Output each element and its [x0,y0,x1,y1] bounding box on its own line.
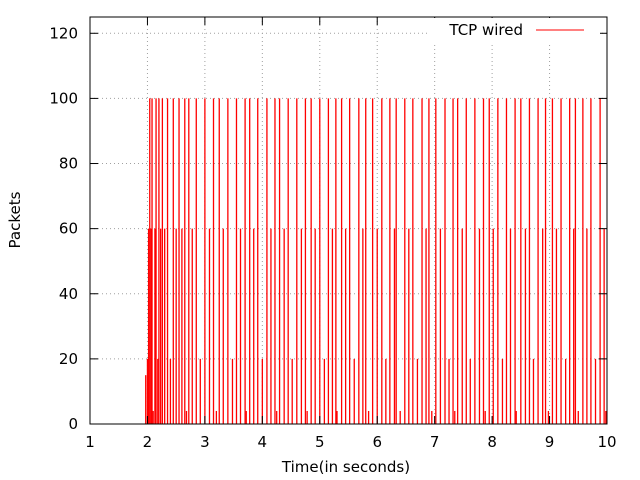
y-tick-label: 20 [59,350,78,368]
y-tick-label: 100 [49,89,78,107]
x-tick-label: 6 [372,433,382,451]
y-tick-label: 0 [68,415,78,433]
x-tick-label: 8 [487,433,497,451]
x-tick-label: 2 [143,433,153,451]
tick-labels: 0 20 40 60 80 100 120 1 2 3 4 5 6 7 8 9 10 [49,24,616,451]
y-tick-label: 120 [49,24,78,42]
x-tick-label: 1 [85,433,95,451]
x-tick-label: 5 [315,433,325,451]
x-tick-label: 10 [597,433,616,451]
y-tick-label: 60 [59,220,78,238]
series-tcp-wired [145,98,607,424]
x-axis-label: Time(in seconds) [281,458,410,476]
y-axis-label: Packets [6,191,24,248]
x-tick-label: 7 [430,433,440,451]
x-tick-label: 4 [258,433,268,451]
y-tick-label: 40 [59,285,78,303]
x-tick-label: 3 [200,433,210,451]
legend: TCP wired [430,18,600,42]
y-tick-label: 80 [59,155,78,173]
plot-frame [89,16,608,425]
legend-label: TCP wired [448,21,523,39]
x-tick-label: 9 [545,433,555,451]
